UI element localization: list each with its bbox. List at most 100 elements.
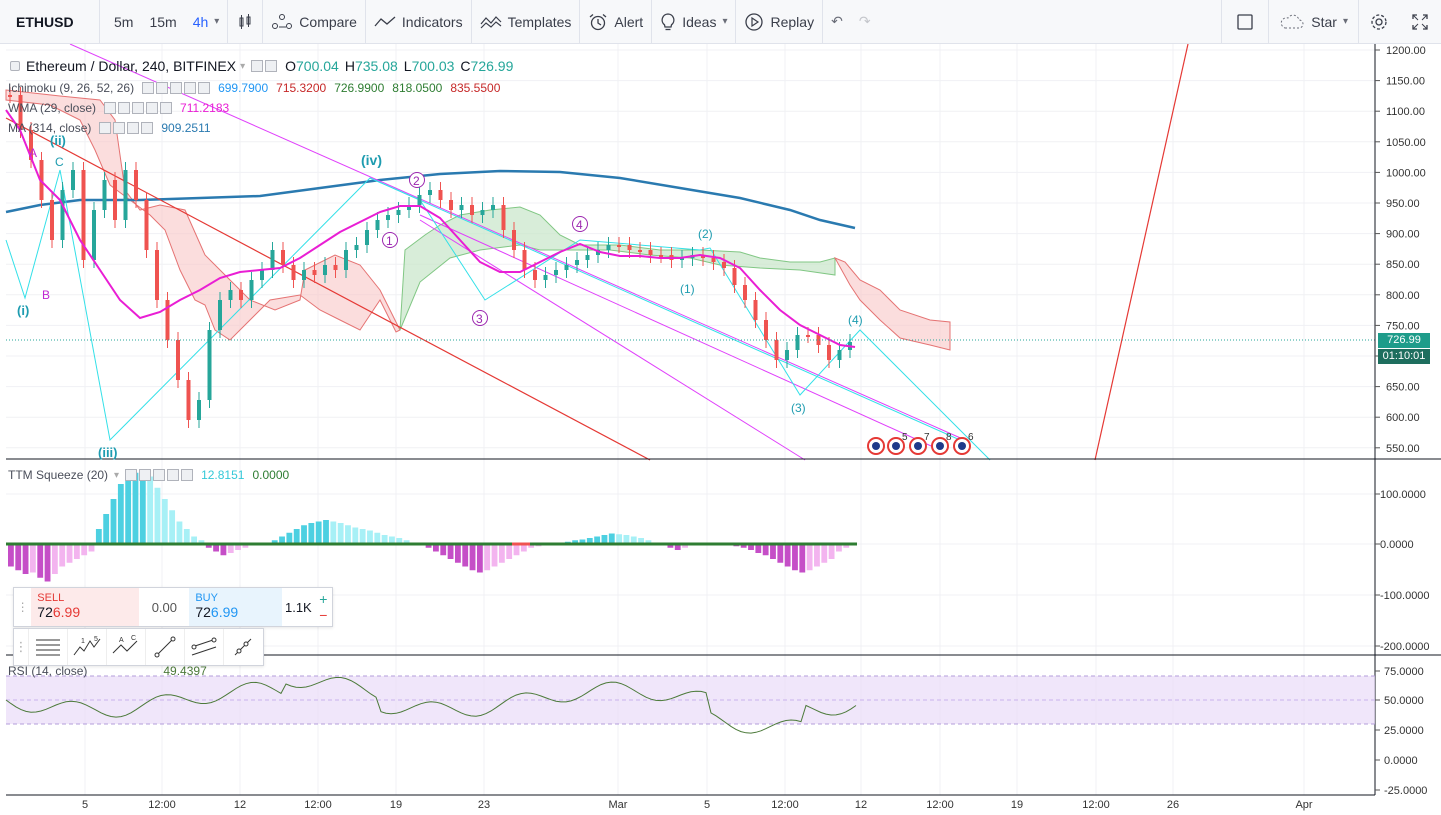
ttm-bar <box>513 544 520 556</box>
more-icon[interactable] <box>198 82 211 94</box>
buy-price-minor: 6.99 <box>210 604 239 620</box>
drag-handle-icon[interactable]: ⋮ <box>16 600 29 614</box>
buy-button[interactable]: BUY 726.99 <box>189 588 283 626</box>
candle-body <box>606 245 611 250</box>
ray-tool[interactable] <box>223 629 262 665</box>
candle-body <box>585 255 590 260</box>
candle-body <box>428 190 432 195</box>
indicators-button[interactable]: Indicators <box>366 0 471 44</box>
close-icon[interactable] <box>170 82 183 94</box>
close-value: 726.99 <box>470 58 514 74</box>
collapse-icon[interactable] <box>10 61 20 71</box>
settings-icon[interactable] <box>139 469 152 481</box>
interval-4h[interactable]: 4h ▾ <box>185 0 228 44</box>
channel-tool[interactable] <box>184 629 223 665</box>
settings-icon[interactable] <box>156 82 169 94</box>
compare-label: Compare <box>299 13 357 30</box>
decrease-button[interactable]: − <box>319 607 328 623</box>
chevron-down-icon[interactable]: ▾ <box>114 469 120 481</box>
price-tick-label: 850.00 <box>1386 259 1420 271</box>
candle-body <box>764 320 768 340</box>
close-icon[interactable] <box>127 122 140 134</box>
wave-circle-3: 3 <box>476 312 483 326</box>
candle-body <box>743 285 747 300</box>
ttm-bar <box>330 521 337 544</box>
wave-label-iii: (iii) <box>98 445 118 460</box>
templates-button[interactable]: Templates <box>472 0 580 44</box>
chart-type-button[interactable] <box>228 0 262 44</box>
fullscreen-toggle-button[interactable] <box>1222 0 1268 44</box>
plus-icon[interactable] <box>184 82 197 94</box>
alert-button[interactable]: Alert <box>580 0 651 44</box>
ttm-bar <box>638 538 644 544</box>
eye-icon[interactable] <box>125 469 138 481</box>
indicator-name[interactable]: Ichimoku (9, 26, 52, 26) <box>8 81 135 95</box>
wave-paren-2: (2) <box>698 227 713 241</box>
drag-handle-icon[interactable]: ⋮ <box>14 639 28 654</box>
ttm-bar <box>616 534 623 544</box>
channel-icon <box>191 637 217 656</box>
indicator-name[interactable]: TTM Squeeze (20) <box>8 468 109 482</box>
trend-line-tool[interactable] <box>145 629 184 665</box>
replay-button[interactable]: Replay <box>736 0 822 44</box>
ttm-bar <box>491 544 498 567</box>
candle-body <box>701 255 705 258</box>
eye-icon[interactable] <box>251 60 264 72</box>
close-icon[interactable] <box>132 102 145 114</box>
increase-button[interactable]: + <box>319 591 328 607</box>
eye-icon[interactable] <box>142 82 155 94</box>
candle-body <box>344 250 348 270</box>
plus-icon[interactable] <box>167 469 180 481</box>
plus-icon[interactable] <box>141 122 154 134</box>
horizontal-lines-tool[interactable] <box>28 629 67 665</box>
ideas-button[interactable]: Ideas ▾ <box>652 0 735 44</box>
candle-body <box>806 335 810 337</box>
eye-icon[interactable] <box>104 102 117 114</box>
settings-icon[interactable] <box>265 60 278 72</box>
ttm-bar <box>440 544 447 556</box>
close-icon[interactable] <box>153 469 166 481</box>
fullscreen-button[interactable] <box>1399 0 1441 44</box>
redo-button[interactable]: ↷ <box>851 0 879 44</box>
chevron-down-icon[interactable]: ▾ <box>240 60 246 72</box>
price-candles <box>8 87 852 428</box>
candle-body <box>155 250 159 300</box>
ttm-bar <box>15 544 22 571</box>
candle-body <box>533 270 537 280</box>
chart-canvas[interactable]: (i) (ii) (iii) (iv) A B C 2 1 3 4 (1) (2… <box>0 44 1441 815</box>
save-cloud-button[interactable]: Star ▾ <box>1269 0 1358 44</box>
indicator-name[interactable]: MA (314, close) <box>8 121 92 135</box>
high-label: H <box>344 58 355 74</box>
more-icon[interactable] <box>181 469 194 481</box>
candle-body <box>144 200 149 250</box>
settings-icon[interactable] <box>113 122 126 134</box>
interval-5m[interactable]: 5m <box>106 0 141 44</box>
time-axis[interactable]: 5 12:00 12 12:00 19 23 Mar 5 12:00 12 12:00 19 12:00… <box>82 799 1313 811</box>
quantity-stepper[interactable]: + − <box>315 588 332 626</box>
price-axis[interactable]: 1200.00 1150.00 1100.00 1050.00 1000.00 950.0… <box>1375 45 1430 797</box>
compare-button[interactable]: Compare <box>263 0 365 44</box>
time-tick-label: 12:00 <box>1082 799 1110 811</box>
ttm-bar <box>110 499 117 544</box>
ttm-tick-label: -200.0000 <box>1380 641 1430 653</box>
eye-icon[interactable] <box>99 122 112 134</box>
sell-button[interactable]: SELL 726.99 <box>31 588 140 626</box>
settings-button[interactable] <box>1359 0 1399 44</box>
undo-button[interactable]: ↶ <box>823 0 851 44</box>
symbol-search[interactable]: ETHUSD <box>0 0 100 44</box>
more-icon[interactable] <box>160 102 173 114</box>
interval-15m[interactable]: 15m <box>141 0 184 44</box>
indicator-name[interactable]: RSI (14, close) <box>8 664 88 678</box>
quantity-field[interactable]: 1.1K <box>284 599 312 615</box>
settings-icon[interactable] <box>118 102 131 114</box>
candle-body <box>207 330 212 400</box>
ttm-bar <box>623 535 630 544</box>
rsi-line <box>5 677 857 734</box>
indicator-name[interactable]: WMA (29, close) <box>8 101 97 115</box>
plus-icon[interactable] <box>146 102 159 114</box>
sell-price-major: 72 <box>37 604 53 620</box>
ttm-bar <box>498 544 505 563</box>
candle-body <box>291 265 296 280</box>
